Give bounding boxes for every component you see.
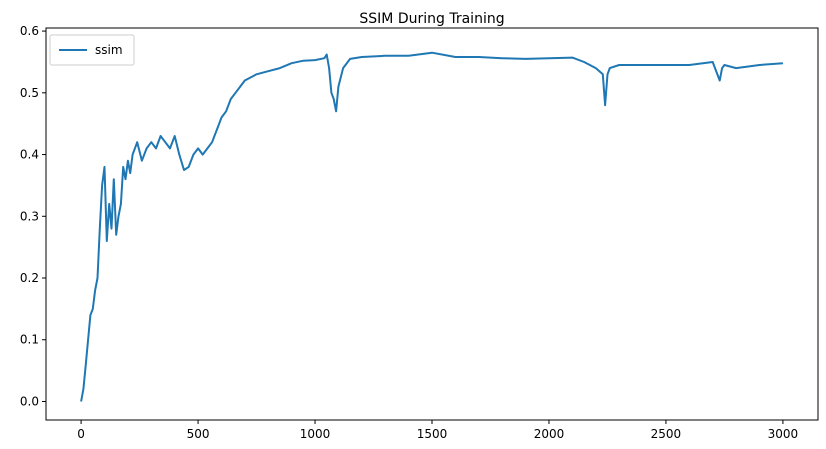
y-tick-label: 0.1 xyxy=(20,333,39,347)
x-tick-label: 1000 xyxy=(300,427,331,441)
y-tick-label: 0.0 xyxy=(20,394,39,408)
y-tick-label: 0.4 xyxy=(20,148,39,162)
x-axis: 0 500 1000 1500 2000 2500 3000 xyxy=(77,420,798,441)
y-tick-label: 0.2 xyxy=(20,271,39,285)
legend: ssim xyxy=(49,34,135,66)
x-tick-label: 3000 xyxy=(768,427,799,441)
x-tick-label: 1500 xyxy=(417,427,448,441)
series-line-ssim xyxy=(80,51,783,402)
x-tick-label: 500 xyxy=(187,427,210,441)
legend-box xyxy=(49,34,135,66)
y-tick-label: 0.6 xyxy=(20,24,39,38)
y-tick-label: 0.3 xyxy=(20,209,39,223)
y-tick-label: 0.5 xyxy=(20,86,39,100)
y-axis: 0.0 0.1 0.2 0.3 0.4 0.5 0.6 xyxy=(20,24,46,408)
x-tick-label: 2500 xyxy=(651,427,682,441)
plot-area xyxy=(45,27,819,421)
x-tick-label: 2000 xyxy=(534,427,565,441)
x-tick-label: 0 xyxy=(77,427,85,441)
legend-label-ssim: ssim xyxy=(95,43,123,57)
series-layer xyxy=(80,51,783,402)
chart-title: SSIM During Training xyxy=(359,11,504,27)
